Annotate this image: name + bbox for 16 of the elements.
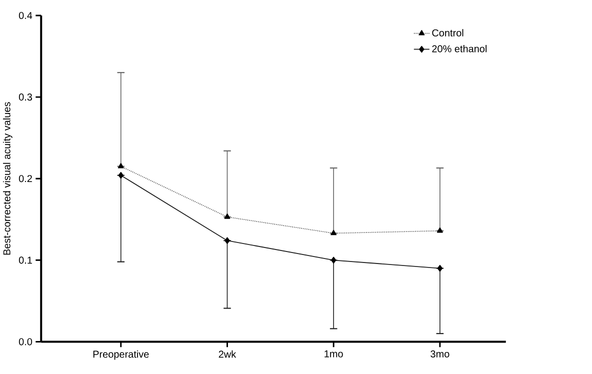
y-tick-label: 0.2: [18, 175, 32, 182]
x-tick-label: 3mo: [430, 350, 450, 358]
y-tick-label: 0.0: [18, 338, 32, 346]
point: [224, 237, 230, 244]
x-tick-label: 1mo: [324, 350, 343, 358]
x-tick-label: Preoperative: [93, 350, 149, 360]
legend-label: 20% ethanol: [432, 45, 487, 52]
point: [437, 265, 443, 272]
y-tick-label: 0.1: [18, 256, 32, 264]
y-axis-title: Best-corrected visual acuity values: [3, 102, 12, 255]
y-tick-label: 0.4: [18, 12, 32, 20]
legend-label: Control: [432, 29, 464, 37]
point: [330, 256, 336, 264]
point: [118, 172, 124, 179]
y-tick-label: 0.3: [18, 94, 32, 101]
x-tick-label: 2wk: [218, 350, 236, 358]
